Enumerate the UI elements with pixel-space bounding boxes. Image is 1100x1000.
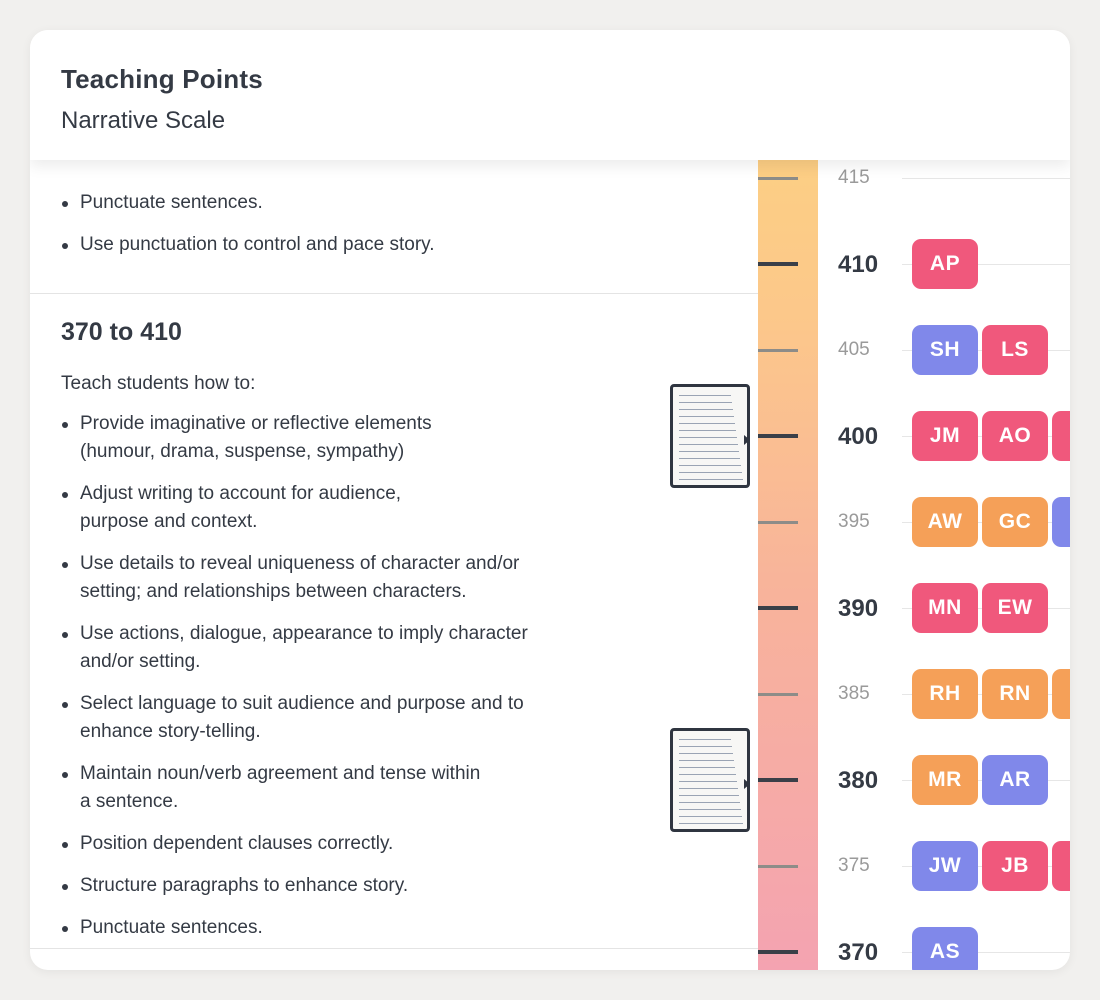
work-sample-thumbnail[interactable]: [670, 384, 750, 488]
scale-tick-395: [758, 521, 798, 524]
student-badge[interactable]: [1052, 841, 1070, 891]
bullet-line: setting; and relationships between chara…: [80, 581, 467, 602]
score-row-410: 410 AP: [818, 234, 1070, 294]
student-badge[interactable]: AW: [912, 497, 978, 547]
student-badge[interactable]: AP: [912, 239, 978, 289]
score-row-370: 370 AS: [818, 922, 1070, 970]
score-row-375: 375 JW JB: [818, 836, 1070, 896]
score-label: 390: [838, 595, 879, 622]
student-badge[interactable]: GC: [982, 497, 1048, 547]
section-title: 370 to 410: [61, 318, 182, 346]
teaching-points-card: Teaching Points Narrative Scale Punctuat…: [30, 30, 1070, 970]
section-370-410: 370 to 410 Teach students how to: Provide …: [30, 160, 758, 970]
student-badge[interactable]: [1052, 669, 1070, 719]
section-intro: Teach students how to:: [61, 373, 256, 394]
score-label: 395: [838, 511, 870, 532]
bullet-item: Use punctuation to control and pace stor…: [62, 231, 640, 259]
student-badge[interactable]: AO: [982, 411, 1048, 461]
score-row-385: 385 RH RN: [818, 664, 1070, 724]
scale-tick-370: [758, 950, 798, 954]
bullet-item: Use details to reveal uniqueness of char…: [62, 550, 640, 606]
score-label: 405: [838, 339, 870, 360]
bullet-item: Adjust writing to account for audience, p…: [62, 480, 640, 536]
student-badge[interactable]: SH: [912, 325, 978, 375]
bullet-item: Provide imaginative or reflective elemen…: [62, 410, 640, 466]
student-badge[interactable]: EW: [982, 583, 1048, 633]
score-label: 415: [838, 167, 870, 188]
bullet-line: Structure paragraphs to enhance story.: [80, 875, 409, 896]
scale-tick-375: [758, 865, 798, 868]
student-badge[interactable]: JW: [912, 841, 978, 891]
bullet-item: Punctuate sentences.: [62, 914, 640, 942]
bullet-line: Provide imaginative or reflective elemen…: [80, 413, 432, 434]
student-score-column[interactable]: 415 410 AP 405 SH LS 400 JM AO 395 AW GC 390 MN EW 385 R…: [818, 160, 1070, 970]
bullet-line: Position dependent clauses correctly.: [80, 833, 394, 854]
scale-tick-380: [758, 778, 798, 782]
bullet-line: purpose and context.: [80, 511, 258, 532]
grid-line: [902, 264, 1070, 265]
grid-line: [902, 952, 1070, 953]
bullet-item: Use actions, dialogue, appearance to imp…: [62, 620, 640, 676]
bullet-line: Adjust writing to account for audience,: [80, 483, 402, 504]
bullet-item: Punctuate sentences.: [62, 189, 640, 217]
score-row-395: 395 AW GC: [818, 492, 1070, 552]
student-badge[interactable]: [1052, 411, 1070, 461]
scale-tick-410: [758, 262, 798, 266]
student-badge[interactable]: RN: [982, 669, 1048, 719]
student-badge[interactable]: [1052, 497, 1070, 547]
page-title: Teaching Points: [61, 64, 263, 94]
score-label: 370: [838, 939, 879, 966]
score-label: 380: [838, 767, 879, 794]
bullet-line: (humour, drama, suspense, sympathy): [80, 441, 405, 462]
bullet-line: Use actions, dialogue, appearance to imp…: [80, 623, 528, 644]
scale-tick-405: [758, 349, 798, 352]
teaching-points-list[interactable]: Punctuate sentences. Use punctuation to c…: [30, 160, 758, 970]
score-label: 400: [838, 423, 879, 450]
scale-tick-385: [758, 693, 798, 696]
score-label: 410: [838, 251, 879, 278]
score-label: 385: [838, 683, 870, 704]
score-row-390: 390 MN EW: [818, 578, 1070, 638]
bullet-item: Select language to suit audience and pur…: [62, 690, 640, 746]
score-scale-bar: [758, 30, 818, 970]
card-header: Teaching Points Narrative Scale: [30, 30, 1070, 160]
work-sample-thumbnail[interactable]: [670, 728, 750, 832]
section-divider: [30, 948, 758, 949]
grid-line: [902, 178, 1070, 179]
student-badge[interactable]: MR: [912, 755, 978, 805]
scale-tick-390: [758, 606, 798, 610]
bullet-line: Select language to suit audience and pur…: [80, 693, 524, 714]
student-badge[interactable]: JM: [912, 411, 978, 461]
bullet-line: Use details to reveal uniqueness of char…: [80, 553, 520, 574]
bullet-item: Structure paragraphs to enhance story.: [62, 872, 640, 900]
page-subtitle: Narrative Scale: [61, 107, 226, 134]
previous-section: Punctuate sentences. Use punctuation to c…: [30, 160, 758, 293]
student-badge[interactable]: JB: [982, 841, 1048, 891]
scale-tick-415: [758, 177, 798, 180]
bullet-item: Position dependent clauses correctly.: [62, 830, 640, 858]
bullet-item: Maintain noun/verb agreement and tense w…: [62, 760, 640, 816]
score-row-380: 380 MR AR: [818, 750, 1070, 810]
bullet-line: a sentence.: [80, 791, 179, 812]
score-row-400: 400 JM AO: [818, 406, 1070, 466]
score-row-415: 415: [818, 160, 1070, 208]
bullet-line: enhance story-telling.: [80, 721, 261, 742]
student-badge[interactable]: LS: [982, 325, 1048, 375]
bullet-line: and/or setting.: [80, 651, 201, 672]
student-badge[interactable]: MN: [912, 583, 978, 633]
student-badge[interactable]: RH: [912, 669, 978, 719]
bullet-line: Maintain noun/verb agreement and tense w…: [80, 763, 481, 784]
section-divider: [30, 293, 758, 294]
score-row-405: 405 SH LS: [818, 320, 1070, 380]
student-badge[interactable]: AR: [982, 755, 1048, 805]
scale-tick-400: [758, 434, 798, 438]
student-badge[interactable]: AS: [912, 927, 978, 970]
score-label: 375: [838, 855, 870, 876]
bullet-line: Punctuate sentences.: [80, 917, 263, 938]
